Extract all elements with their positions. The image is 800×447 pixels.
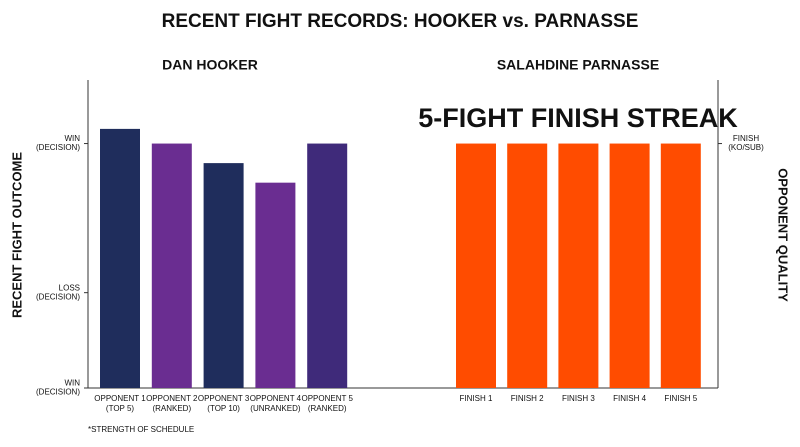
bar bbox=[507, 143, 548, 388]
bar bbox=[609, 143, 650, 388]
x-tick-label: FINISH 1 bbox=[460, 394, 493, 403]
bar bbox=[100, 128, 140, 388]
x-tick-label: FINISH 5 bbox=[664, 394, 697, 403]
bar bbox=[307, 143, 348, 388]
y-axis-title: RECENT FIGHT OUTCOME bbox=[9, 152, 24, 318]
x-tick-label: (RANKED) bbox=[152, 404, 191, 413]
y-tick-label: (DECISION) bbox=[36, 388, 80, 397]
x-tick-label: OPPONENT 1 bbox=[94, 394, 146, 403]
x-tick-label: FINISH 3 bbox=[562, 394, 595, 403]
x-tick-label: FINISH 4 bbox=[613, 394, 646, 403]
x-tick-label: OPPONENT 5 bbox=[301, 394, 353, 403]
x-tick-label: OPPONENT 3 bbox=[198, 394, 250, 403]
x-tick-label: (RANKED) bbox=[308, 404, 347, 413]
bar bbox=[203, 163, 244, 388]
x-tick-label: (TOP 5) bbox=[106, 404, 134, 413]
bar bbox=[151, 143, 192, 388]
x-tick-label: OPPONENT 4 bbox=[250, 394, 302, 403]
y-tick-label: (DECISION) bbox=[36, 143, 80, 152]
panel-title: SALAHDINE PARNASSE bbox=[497, 57, 659, 73]
y-tick-label: WIN bbox=[64, 134, 80, 143]
y-tick-label: LOSS bbox=[59, 283, 80, 292]
chart-title: RECENT FIGHT RECORDS: HOOKER vs. PARNASS… bbox=[162, 11, 639, 32]
x-tick-label: (TOP 10) bbox=[207, 404, 240, 413]
bar bbox=[255, 182, 296, 388]
annotation: 5-FIGHT FINISH STREAK bbox=[418, 103, 738, 133]
x-tick-label: (UNRANKED) bbox=[250, 404, 301, 413]
y-tick-label: (KO/SUB) bbox=[728, 143, 764, 152]
panel-title: DAN HOOKER bbox=[162, 57, 258, 73]
x-tick-label: OPPONENT 2 bbox=[146, 394, 198, 403]
x-tick-label: FINISH 2 bbox=[511, 394, 544, 403]
bar bbox=[456, 143, 496, 388]
y-tick-label: (DECISION) bbox=[36, 292, 80, 301]
y-tick-label: FINISH bbox=[733, 134, 759, 143]
bar bbox=[558, 143, 599, 388]
y-tick-label: WIN bbox=[64, 379, 80, 388]
footnote: *STRENGTH OF SCHEDULE bbox=[88, 425, 194, 434]
bar bbox=[660, 143, 701, 388]
y2-axis-title: OPPONENT QUALITY bbox=[776, 168, 791, 302]
